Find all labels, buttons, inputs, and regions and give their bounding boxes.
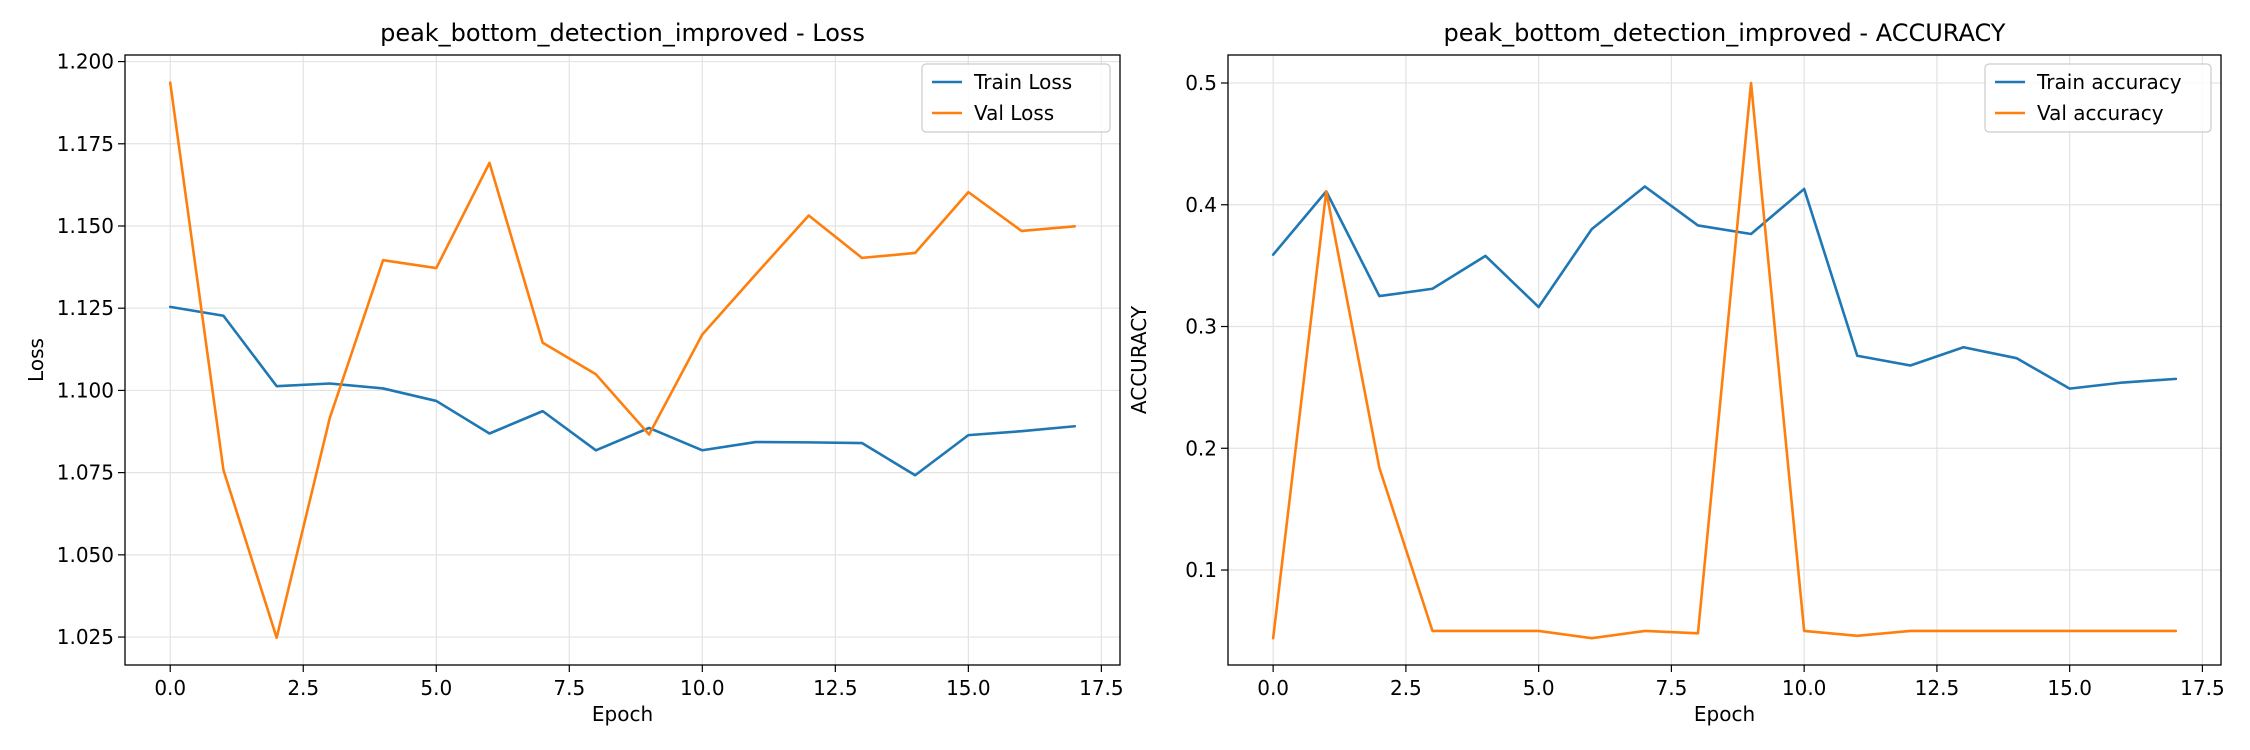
legend: Train Loss Val Loss [921,63,1111,133]
y-tick-label: 0.4 [1185,193,1217,217]
y-tick-label: 1.125 [57,296,114,320]
legend-label-val-loss: Val Loss [974,101,1054,125]
series-line-val-loss [168,81,1077,640]
y-tick-label: 0.1 [1185,558,1217,582]
x-tick-label: 17.5 [1079,676,1124,700]
legend-label-train-loss: Train Loss [973,70,1072,94]
y-tick-label: 1.200 [57,50,114,74]
legend: Train accuracy Val accuracy [1984,63,2212,133]
x-tick-label: 10.0 [1782,676,1827,700]
y-tick-label: 1.175 [57,132,114,156]
x-tick-label: 5.0 [1523,676,1555,700]
plot-frame [1227,54,2222,666]
chart-title: peak_bottom_detection_improved - Loss [380,19,865,47]
y-axis-label: ACCURACY [1127,305,1151,414]
x-tick-label: 15.0 [2047,676,2092,700]
x-axis-label: Epoch [592,702,653,726]
x-tick-label: 0.0 [154,676,186,700]
y-tick-label: 1.025 [57,625,114,649]
chart-1: 0.0 2.5 5.0 7.5 10.0 12.5 15.0 17.5 1.025 1.050 1.… [24,19,1124,726]
chart-2: 0.0 2.5 5.0 7.5 10.0 12.5 15.0 17.5 0.1 0.2 0.3 0.4… [1127,19,2225,726]
x-tick-label: 12.5 [813,676,858,700]
x-tick-label: 7.5 [1655,676,1687,700]
y-tick-label: 1.075 [57,461,114,485]
legend-box [1984,63,2212,133]
x-tick-label: 5.0 [420,676,452,700]
y-tick-label: 1.100 [57,378,114,402]
y-axis-label: Loss [24,338,48,382]
series-line-train-loss [168,305,1077,477]
x-tick-label: 0.0 [1257,676,1289,700]
legend-label-train-accuracy: Train accuracy [2036,70,2182,94]
x-tick-label: 17.5 [2180,676,2225,700]
legend-box [921,63,1111,133]
gridlines [1228,55,2221,665]
x-axis-label: Epoch [1694,702,1755,726]
plot-frame [124,54,1121,666]
y-tick-label: 1.050 [57,543,114,567]
x-tick-label: 2.5 [1390,676,1422,700]
x-tick-label: 2.5 [287,676,319,700]
y-tick-label: 0.5 [1185,71,1217,95]
gridlines [125,55,1120,665]
y-tick-label: 0.2 [1185,436,1217,460]
chart-title: peak_bottom_detection_improved - ACCURAC… [1444,19,2006,47]
x-tick-label: 7.5 [553,676,585,700]
series-line-train-accuracy [1271,185,2178,390]
series-line-val-accuracy [1271,81,2178,640]
x-tick-label: 10.0 [680,676,725,700]
y-tick-label: 0.3 [1185,315,1217,339]
y-tick-label: 1.150 [57,214,114,238]
legend-label-val-accuracy: Val accuracy [2037,101,2164,125]
x-tick-label: 12.5 [1915,676,1960,700]
x-tick-label: 15.0 [946,676,991,700]
